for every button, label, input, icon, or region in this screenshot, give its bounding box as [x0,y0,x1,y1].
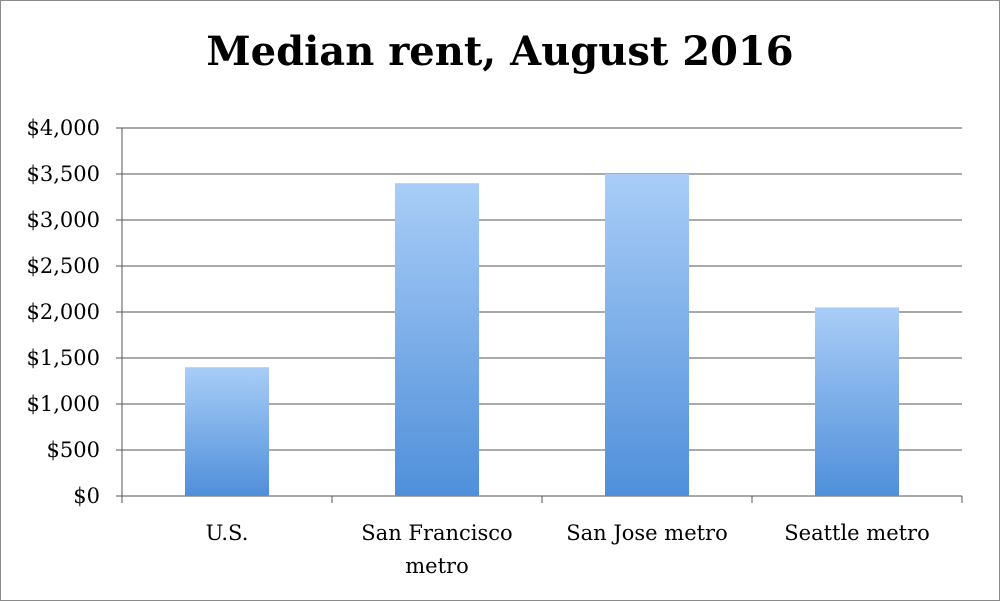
y-tick-label: $0 [73,484,100,508]
tick-labels: $0 $500 $1,000 $1,500 $2,000 $2,500 $3,000 $3,5… [27,116,930,578]
bar [605,174,689,496]
y-tick-label: $3,500 [27,162,100,186]
chart-title: Median rent, August 2016 [206,28,794,75]
y-tick-label: $1,000 [27,392,100,416]
x-tick-label: metro [405,554,468,578]
y-tick-label: $4,000 [27,116,100,140]
bars [185,174,899,496]
y-tick-label: $2,000 [27,300,100,324]
y-tick-label: $3,000 [27,208,100,232]
bar [395,183,479,496]
bar [185,367,269,496]
y-tick-label: $1,500 [27,346,100,370]
y-tick-label: $500 [47,438,100,462]
bar [815,307,899,496]
x-tick-label: U.S. [206,521,249,545]
x-tick-label: San Francisco [361,521,512,545]
y-tick-label: $2,500 [27,254,100,278]
x-tick-label: San Jose metro [566,521,728,545]
x-tick-label: Seattle metro [784,521,930,545]
